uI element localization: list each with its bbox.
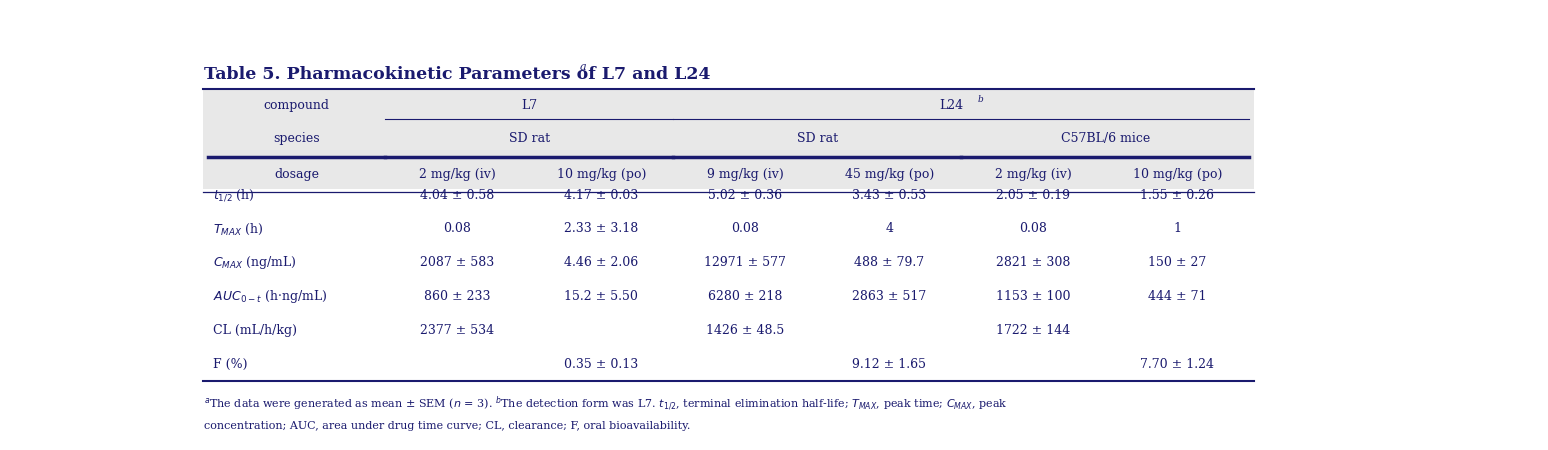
Text: $AUC_{0-t}$ (h·ng/mL): $AUC_{0-t}$ (h·ng/mL) [212,288,327,306]
Text: 3.43 ± 0.53: 3.43 ± 0.53 [853,189,926,202]
Text: L24: L24 [940,99,964,112]
Text: 1153 ± 100: 1153 ± 100 [995,290,1071,303]
Text: 4.46 ± 2.06: 4.46 ± 2.06 [565,256,638,270]
Text: 0.08: 0.08 [1019,222,1048,235]
Text: $T_{MAX}$ (h): $T_{MAX}$ (h) [212,221,263,237]
Text: L7: L7 [522,99,537,112]
Text: 2863 ± 517: 2863 ± 517 [853,290,926,303]
Text: 15.2 ± 5.50: 15.2 ± 5.50 [565,290,638,303]
Text: 1426 ± 48.5: 1426 ± 48.5 [706,324,785,338]
Text: C57BL/6 mice: C57BL/6 mice [1060,132,1150,145]
Text: F (%): F (%) [212,358,248,371]
Text: 0.08: 0.08 [443,222,472,235]
Text: 444 ± 71: 444 ± 71 [1149,290,1206,303]
Text: 6280 ± 218: 6280 ± 218 [707,290,783,303]
Text: 10 mg/kg (po): 10 mg/kg (po) [557,168,646,181]
Text: 1.55 ± 0.26: 1.55 ± 0.26 [1141,189,1214,202]
Text: 2 mg/kg (iv): 2 mg/kg (iv) [995,168,1071,181]
Bar [203,189,1254,384]
Text: 9 mg/kg (iv): 9 mg/kg (iv) [707,168,783,181]
Text: 2087 ± 583: 2087 ± 583 [421,256,494,270]
Bar [203,89,1254,189]
Text: 860 ± 233: 860 ± 233 [424,290,491,303]
Text: 4.17 ± 0.03: 4.17 ± 0.03 [565,189,638,202]
Text: 2 mg/kg (iv): 2 mg/kg (iv) [420,168,495,181]
Text: Table 5. Pharmacokinetic Parameters of L7 and L24: Table 5. Pharmacokinetic Parameters of L… [204,66,711,83]
Text: 1: 1 [1173,222,1181,235]
Text: 4.04 ± 0.58: 4.04 ± 0.58 [421,189,494,202]
Text: compound: compound [263,99,330,112]
Text: b: b [978,95,985,104]
Text: CL (mL/h/kg): CL (mL/h/kg) [212,324,297,338]
Text: 0.08: 0.08 [731,222,760,235]
Text: concentration; AUC, area under drug time curve; CL, clearance; F, oral bioavaila: concentration; AUC, area under drug time… [204,421,690,431]
Text: a: a [580,62,587,72]
Text: 2377 ± 534: 2377 ± 534 [421,324,494,338]
Text: 2.33 ± 3.18: 2.33 ± 3.18 [565,222,638,235]
Text: 1722 ± 144: 1722 ± 144 [997,324,1070,338]
Text: species: species [274,132,320,145]
Text: $t_{1/2}$ (h): $t_{1/2}$ (h) [212,187,254,203]
Text: 9.12 ± 1.65: 9.12 ± 1.65 [853,358,926,371]
Text: 7.70 ± 1.24: 7.70 ± 1.24 [1141,358,1214,371]
Text: $^{a}$The data were generated as mean ± SEM ($n$ = 3). $^{b}$The detection form : $^{a}$The data were generated as mean ± … [204,395,1008,413]
Text: SD rat: SD rat [797,132,837,145]
Text: 150 ± 27: 150 ± 27 [1149,256,1206,270]
Text: 12971 ± 577: 12971 ± 577 [704,256,786,270]
Text: SD rat: SD rat [509,132,550,145]
Text: 10 mg/kg (po): 10 mg/kg (po) [1133,168,1221,181]
Text: 488 ± 79.7: 488 ± 79.7 [854,256,924,270]
Text: 2821 ± 308: 2821 ± 308 [995,256,1071,270]
Text: 0.35 ± 0.13: 0.35 ± 0.13 [565,358,638,371]
Text: 4: 4 [885,222,893,235]
Text: 5.02 ± 0.36: 5.02 ± 0.36 [709,189,782,202]
Text: dosage: dosage [274,168,319,181]
Text: $C_{MAX}$ (ng/mL): $C_{MAX}$ (ng/mL) [212,254,297,271]
Text: 2.05 ± 0.19: 2.05 ± 0.19 [997,189,1070,202]
Text: 45 mg/kg (po): 45 mg/kg (po) [845,168,933,181]
